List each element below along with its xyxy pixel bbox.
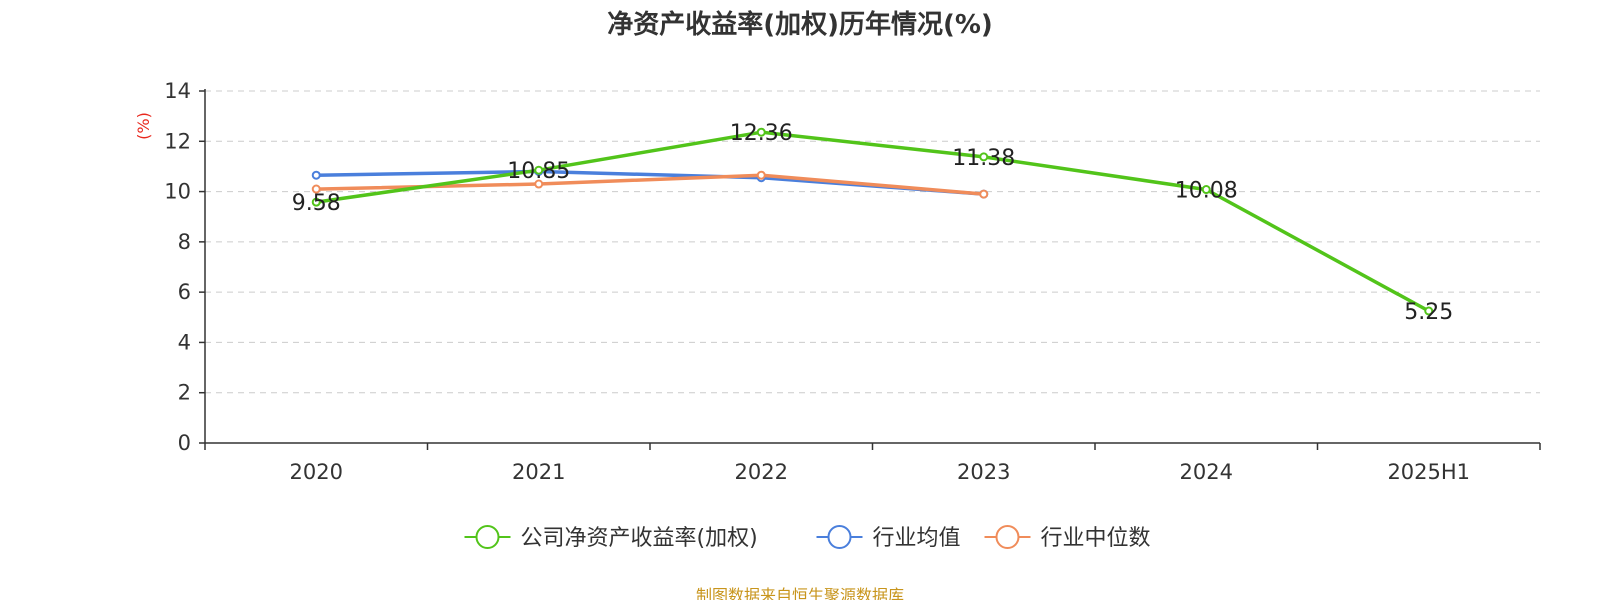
- x-tick-label: 2021: [512, 460, 565, 484]
- x-tick-label: 2024: [1180, 460, 1233, 484]
- series-line: [316, 130, 1430, 313]
- data-point[interactable]: [756, 170, 766, 180]
- x-tick-label: 2025H1: [1387, 460, 1470, 484]
- axis-layer: 0 2 4 6 8 10 12 14 (%) 2020 2021 2022 2023 2024 2025H1: [134, 79, 1541, 484]
- data-point[interactable]: [1201, 185, 1211, 195]
- source-note: 制图数据来自恒生聚源数据库: [695, 586, 904, 600]
- y-axis-label: (%): [134, 112, 153, 140]
- series-line: [316, 169, 984, 196]
- data-point[interactable]: [979, 152, 989, 162]
- legend-label: 公司净资产收益率(加权): [521, 526, 758, 551]
- data-label: 10.85: [507, 159, 570, 184]
- data-point[interactable]: [534, 165, 544, 175]
- label-layer: 9.58 10.85 12.36 11.38 10.08 5.25: [292, 121, 1453, 325]
- data-label: 12.36: [730, 121, 793, 146]
- series-layer: [311, 127, 1434, 316]
- legend-layer[interactable]: 公司净资产收益率(加权) 行业均值 行业中位数: [464, 525, 1151, 551]
- data-label: 10.08: [1175, 179, 1238, 204]
- y-tick-label: 10: [164, 180, 191, 204]
- data-label: 5.25: [1404, 300, 1453, 325]
- chart-title: 净资产收益率(加权)历年情况(%): [607, 10, 993, 40]
- y-tick-label: 2: [178, 381, 191, 405]
- legend-label: 行业中位数: [1041, 526, 1151, 551]
- y-tick-label: 6: [178, 280, 191, 304]
- data-point[interactable]: [311, 184, 321, 194]
- y-tick-label: 14: [164, 79, 191, 103]
- legend-item[interactable]: 公司净资产收益率(加权): [464, 525, 758, 551]
- data-label: 11.38: [952, 146, 1015, 171]
- x-tick-label: 2023: [957, 460, 1010, 484]
- x-tick-label: 2022: [735, 460, 788, 484]
- y-tick-label: 12: [164, 129, 191, 153]
- legend-marker: [475, 525, 500, 549]
- grid-layer: [205, 90, 1540, 394]
- data-point[interactable]: [534, 179, 544, 189]
- y-tick-label: 0: [178, 431, 191, 455]
- data-point[interactable]: [311, 170, 321, 180]
- data-label: 9.58: [292, 191, 341, 216]
- data-point[interactable]: [756, 127, 766, 137]
- legend-item[interactable]: 行业均值: [816, 525, 961, 551]
- y-tick-label: 8: [178, 230, 191, 254]
- data-point[interactable]: [979, 189, 989, 199]
- legend-item[interactable]: 行业中位数: [984, 525, 1151, 551]
- data-point[interactable]: [311, 197, 321, 207]
- legend-marker: [827, 525, 852, 549]
- x-tick-label: 2020: [290, 460, 343, 484]
- y-tick-label: 4: [178, 330, 191, 354]
- legend-label: 行业均值: [873, 526, 961, 551]
- legend-marker: [995, 525, 1020, 549]
- data-point[interactable]: [1424, 306, 1434, 316]
